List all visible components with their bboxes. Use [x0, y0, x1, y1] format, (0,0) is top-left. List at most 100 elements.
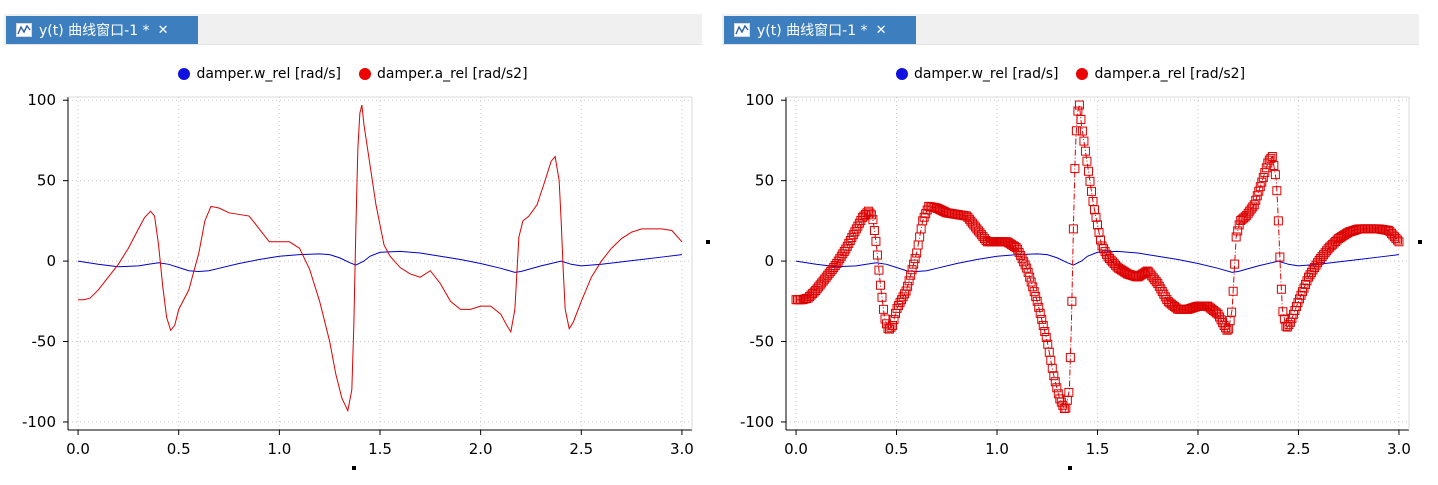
data-point: [1210, 307, 1220, 317]
series-line-a-rel: [796, 104, 1400, 413]
data-point: [1011, 243, 1021, 253]
data-point: [898, 292, 908, 302]
data-point: [1273, 216, 1283, 226]
plot-window-right: y(t) 曲线窗口-1 * ✕ damper.w_rel [rad/s] dam…: [718, 0, 1423, 485]
data-point: [1029, 287, 1039, 297]
x-tick-label: 2.5: [569, 440, 593, 458]
data-point: [830, 261, 840, 271]
data-point: [842, 241, 852, 251]
data-point: [866, 210, 876, 220]
data-point: [906, 270, 916, 280]
data-point: [889, 314, 899, 324]
data-point: [1272, 186, 1282, 196]
data-point: [1079, 136, 1089, 146]
x-tick-label: 0.5: [167, 440, 191, 458]
legend-item-w-rel[interactable]: damper.w_rel [rad/s]: [895, 66, 1059, 82]
data-point: [1050, 377, 1060, 387]
resize-handle[interactable]: [1418, 240, 1422, 244]
data-point: [1016, 251, 1026, 261]
data-point: [1040, 326, 1050, 336]
data-point: [1227, 307, 1237, 317]
data-point: [1082, 156, 1092, 166]
data-point: [1263, 158, 1273, 168]
close-icon[interactable]: ✕: [157, 22, 169, 38]
x-tick-label: 2.0: [1186, 440, 1210, 458]
data-point: [1239, 213, 1249, 223]
data-point: [1108, 257, 1118, 267]
data-point: [832, 259, 842, 268]
data-point: [808, 289, 818, 299]
data-point: [1007, 240, 1017, 250]
data-point: [1077, 126, 1087, 136]
data-point: [1249, 200, 1259, 210]
legend-item-w-rel[interactable]: damper.w_rel [rad/s]: [178, 66, 341, 82]
y-tick-label: -100: [22, 413, 56, 431]
x-tick-label: 1.5: [1086, 440, 1110, 458]
data-point: [1258, 172, 1268, 182]
splitter[interactable]: [706, 0, 718, 485]
x-tick-label: 2.0: [469, 440, 493, 458]
data-point: [901, 286, 911, 296]
data-point: [851, 224, 861, 234]
data-point: [1254, 186, 1264, 196]
splitter-handle[interactable]: [706, 240, 710, 244]
data-point: [892, 303, 902, 313]
data-point: [1071, 126, 1081, 136]
tab-plot-window[interactable]: y(t) 曲线窗口-1 * ✕: [6, 16, 198, 44]
data-point: [1383, 225, 1393, 235]
x-tick-label: 1.0: [985, 440, 1009, 458]
data-point: [848, 230, 858, 240]
data-point: [1103, 252, 1113, 262]
data-point: [1310, 263, 1320, 273]
data-point: [1106, 255, 1116, 265]
data-point: [1065, 353, 1075, 363]
data-point: [1267, 152, 1277, 162]
data-point: [1058, 400, 1068, 410]
data-point: [872, 250, 882, 260]
legend-item-a-rel[interactable]: damper.a_rel [rad/s2]: [358, 66, 528, 82]
resize-handle-bottom[interactable]: [1068, 466, 1072, 470]
data-point: [869, 226, 879, 236]
data-point: [1251, 195, 1261, 205]
data-point: [1086, 186, 1096, 196]
data-point: [909, 259, 919, 269]
data-point: [1047, 363, 1057, 373]
y-tick-label: 0: [46, 252, 56, 270]
data-point: [1010, 242, 1020, 252]
data-point: [907, 265, 917, 275]
close-icon[interactable]: ✕: [875, 22, 887, 38]
data-point: [1017, 254, 1027, 264]
data-point: [1025, 272, 1035, 282]
data-point: [1270, 170, 1280, 180]
legend-dot-blue: [895, 68, 908, 80]
tab-plot-window[interactable]: y(t) 曲线窗口-1 * ✕: [724, 16, 916, 44]
series-line-w-rel: [795, 250, 1400, 273]
data-point: [1037, 314, 1047, 324]
x-tick-label: 2.5: [1287, 440, 1311, 458]
legend-item-a-rel[interactable]: damper.a_rel [rad/s2]: [1076, 66, 1245, 82]
data-point: [1056, 397, 1066, 407]
data-point: [1388, 230, 1398, 240]
data-point: [1278, 307, 1288, 317]
data-point: [1231, 232, 1241, 242]
data-point: [1394, 237, 1404, 247]
plot-area[interactable]: 0.0 0.5 1.0 1.5 2.0 2.5 3.0 100 50 0 -50 -100: [0, 88, 706, 468]
legend-label: damper.w_rel [rad/s]: [196, 66, 341, 82]
data-point: [1213, 309, 1223, 319]
x-tick-label: 3.0: [1387, 440, 1411, 458]
data-point: [1019, 257, 1029, 267]
data-point: [1076, 115, 1086, 125]
data-point: [1389, 232, 1399, 242]
data-point: [910, 254, 920, 264]
plot-area[interactable]: 0.0 0.5 1.0 1.5 2.0 2.5 3.0 100 50 0 -50 -100: [718, 88, 1423, 468]
x-tick-label: 3.0: [670, 440, 694, 458]
data-point: [1275, 252, 1285, 262]
resize-handle-bottom[interactable]: [352, 466, 356, 470]
data-point: [1013, 244, 1023, 254]
x-tick-label: 1.5: [368, 440, 392, 458]
data-point: [1260, 168, 1270, 178]
data-point: [1032, 296, 1042, 306]
tab-title: y(t) 曲线窗口-1 *: [39, 23, 150, 39]
legend-label: damper.w_rel [rad/s]: [913, 66, 1059, 82]
data-point: [871, 236, 881, 246]
